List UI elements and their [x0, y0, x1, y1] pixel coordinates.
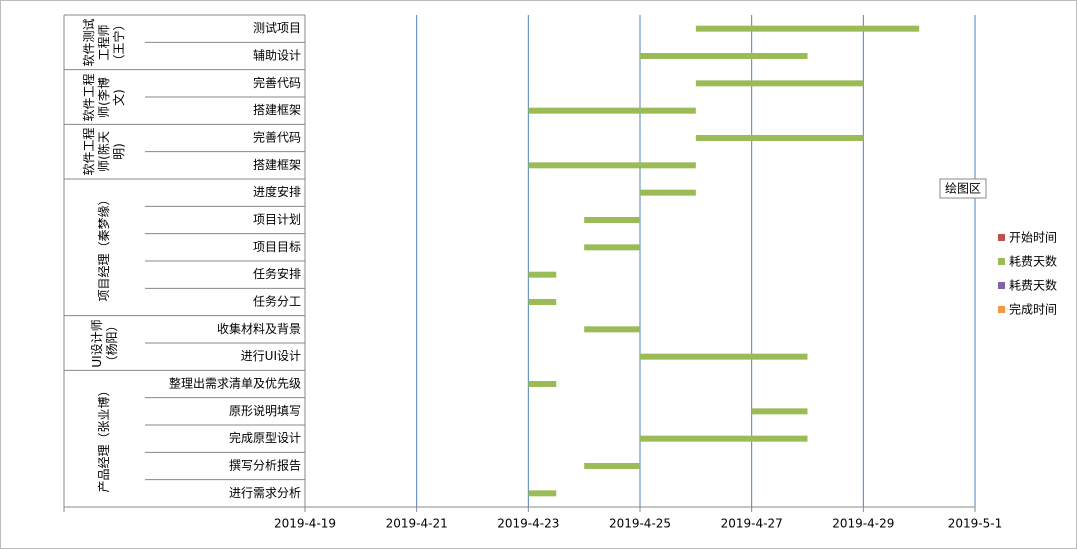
start-bar: [305, 436, 640, 442]
x-tick-label: 2019-4-19: [274, 517, 336, 531]
start-bar: [305, 244, 584, 250]
duration-bar: [640, 53, 808, 59]
y-tick-label: 测试项目: [253, 20, 301, 35]
group-label: UI设计师（杨阳）: [89, 318, 119, 368]
y-tick-label: 原形说明填写: [229, 403, 301, 418]
duration-bar: [528, 271, 557, 278]
start-bar: [305, 463, 584, 469]
x-tick-label: 2019-4-29: [832, 517, 894, 531]
start-bar: [305, 53, 640, 59]
legend-label: 完成时间: [1009, 302, 1057, 317]
y-tick-label: 进行需求分析: [229, 486, 301, 500]
x-tick-label: 2019-4-21: [386, 517, 448, 531]
group-label: 软件工程师(李博文): [81, 73, 126, 122]
duration-bar: [640, 189, 696, 196]
legend-swatch: [998, 282, 1005, 289]
y-tick-label: 辅助设计: [253, 49, 301, 63]
legend-label: 开始时间: [1009, 231, 1057, 245]
legend-swatch: [998, 306, 1005, 313]
y-tick-label: 任务分工: [253, 294, 301, 309]
group-label: 产品经理（张业博）: [96, 384, 111, 493]
group-label: 软件测试工程师（王宁）: [81, 18, 126, 67]
group-label: 软件工程师(陈天明): [81, 127, 126, 176]
y-tick-label: 项目计划: [253, 213, 301, 227]
start-bar: [305, 354, 640, 360]
y-tick-label: 完善代码: [253, 130, 301, 145]
annotation-box: [939, 178, 987, 199]
y-tick-label: 进度安排: [253, 184, 301, 199]
x-tick-label: 2019-5-1: [948, 517, 1002, 531]
x-tick-label: 2019-4-27: [721, 517, 783, 531]
duration-bar: [528, 107, 696, 114]
legend-label: 耗费天数: [1009, 278, 1057, 293]
duration-bar: [528, 381, 557, 387]
y-tick-label: 进行UI设计: [241, 349, 301, 363]
y-tick-label: 整理出需求清单及优先级: [169, 376, 301, 391]
start-bar: [305, 217, 584, 223]
y-tick-label: 收集材料及背景: [217, 321, 301, 336]
y-tick-label: 撰写分析报告: [229, 458, 301, 473]
legend-swatch: [998, 234, 1005, 241]
duration-bar: [584, 244, 640, 251]
x-tick-label: 2019-4-25: [609, 517, 671, 531]
legend-swatch: [998, 258, 1005, 265]
start-bar: [305, 326, 584, 332]
group-label: 项目经理（秦梦缘）: [96, 193, 111, 302]
y-tick-label: 完成原型设计: [229, 430, 301, 445]
annotation: 绘图区: [945, 181, 981, 196]
start-bar: [305, 80, 696, 86]
duration-bar: [695, 25, 920, 32]
duration-bar: [584, 326, 640, 333]
duration-bar: [528, 299, 557, 305]
duration-bar: [695, 80, 864, 87]
duration-bar: [640, 435, 808, 442]
start-bar: [305, 135, 696, 141]
duration-bar: [751, 408, 808, 415]
duration-bar: [695, 135, 864, 141]
y-tick-label: 搭建框架: [253, 103, 301, 117]
y-tick-label: 完善代码: [253, 75, 301, 90]
duration-bar: [528, 490, 557, 497]
duration-bar: [584, 463, 640, 469]
duration-bar: [584, 217, 640, 223]
duration-bar: [528, 162, 696, 169]
legend-label: 耗费天数: [1009, 254, 1057, 269]
y-tick-label: 任务安排: [253, 266, 301, 281]
y-tick-label: 搭建框架: [253, 158, 301, 172]
y-tick-label: 项目目标: [253, 240, 301, 254]
start-bar: [305, 190, 640, 196]
start-bar: [305, 26, 696, 32]
duration-bar: [640, 353, 808, 360]
x-tick-label: 2019-4-23: [497, 517, 559, 531]
